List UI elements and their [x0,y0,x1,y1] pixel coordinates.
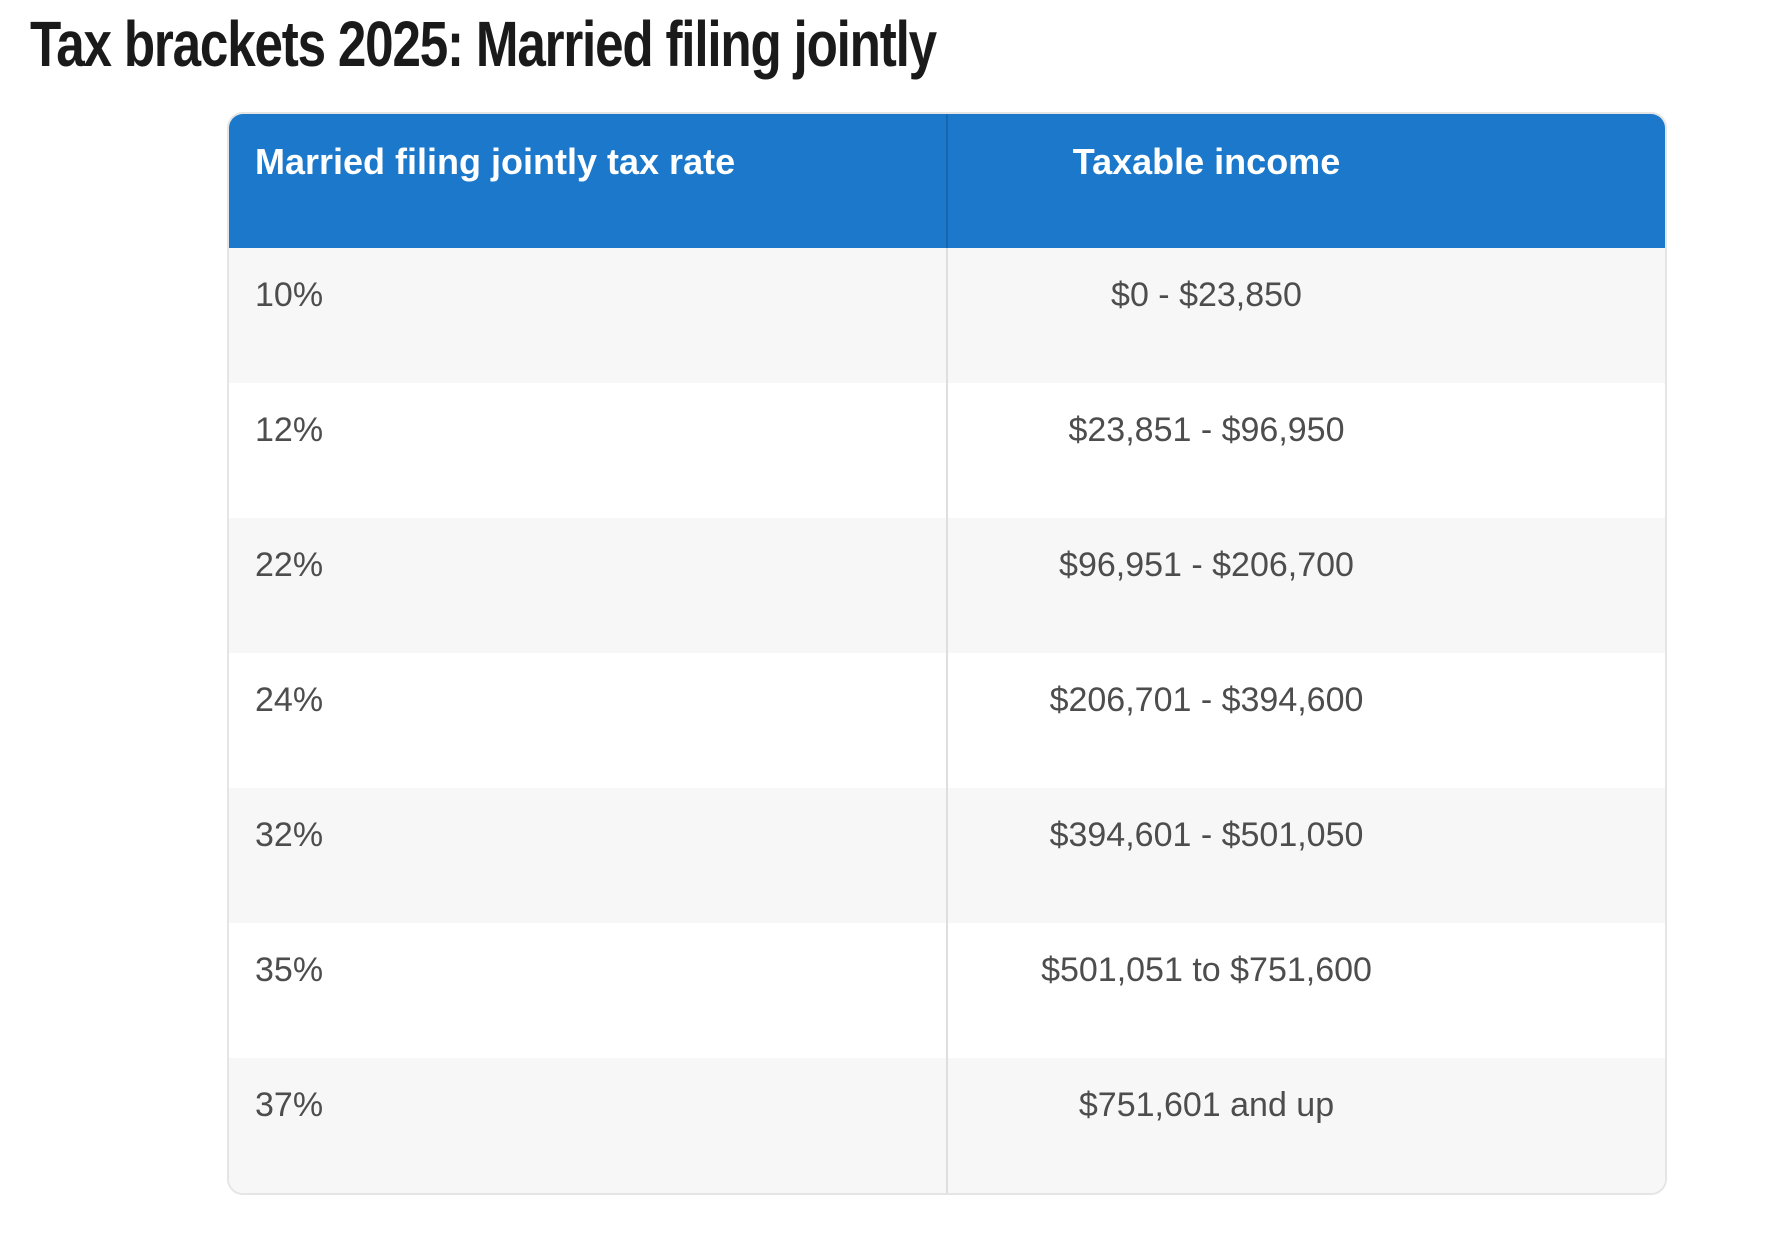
header-cell-tax-rate: Married filing jointly tax rate [229,114,948,248]
table-header-row: Married filing jointly tax rate Taxable … [229,114,1665,248]
income-cell: $0 - $23,850 [1111,276,1302,314]
income-cell: $23,851 - $96,950 [1068,411,1345,449]
rate-cell: 32% [229,788,948,923]
table-row: 12% $23,851 - $96,950 [229,383,1665,518]
rate-cell: 12% [229,383,948,518]
table-row: 10% $0 - $23,850 [229,248,1665,383]
income-cell: $751,601 and up [1078,1086,1335,1124]
table-row: 37% $751,601 and up [229,1058,1665,1193]
income-cell: $96,951 - $206,700 [1059,546,1354,584]
tax-brackets-table: Married filing jointly tax rate Taxable … [227,112,1667,1195]
rate-cell: 22% [229,518,948,653]
rate-cell: 35% [229,923,948,1058]
page-title: Tax brackets 2025: Married filing jointl… [30,8,937,80]
income-cell: $501,051 to $751,600 [1041,951,1372,989]
income-cell: $206,701 - $394,600 [1049,681,1364,719]
table-row: 24% $206,701 - $394,600 [229,653,1665,788]
rate-cell: 37% [229,1058,948,1193]
table-row: 32% $394,601 - $501,050 [229,788,1665,923]
rate-cell: 24% [229,653,948,788]
income-cell: $394,601 - $501,050 [1049,816,1364,854]
table-body: 10% $0 - $23,850 12% $23,851 - $96,950 2… [229,248,1665,1193]
table-row: 35% $501,051 to $751,600 [229,923,1665,1058]
table-row: 22% $96,951 - $206,700 [229,518,1665,653]
rate-cell: 10% [229,248,948,383]
header-cell-taxable-income: Taxable income [1072,141,1341,182]
